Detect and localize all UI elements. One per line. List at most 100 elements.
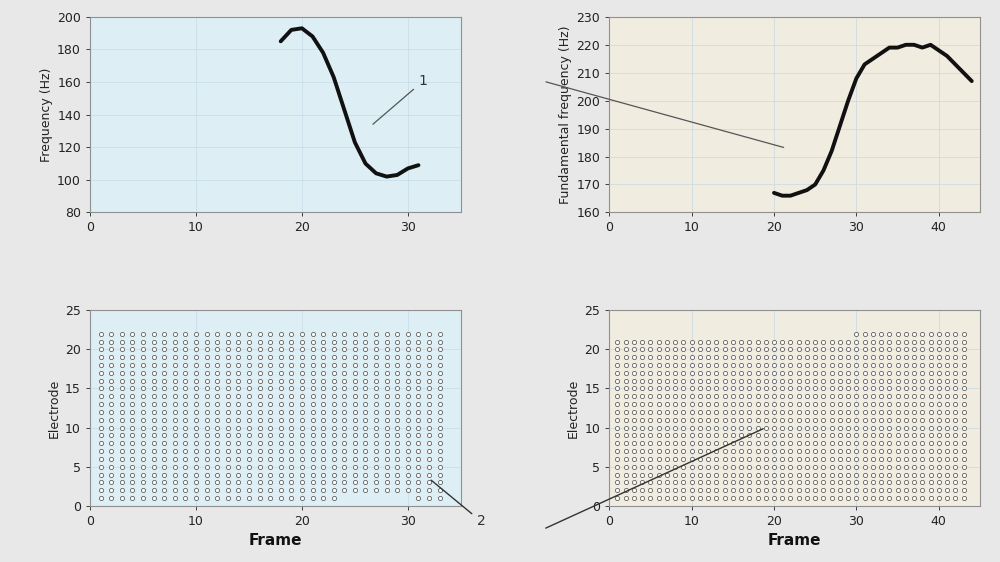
Point	[956, 493, 972, 502]
Point	[906, 353, 922, 362]
Point	[782, 337, 798, 346]
Point	[252, 470, 268, 479]
Point	[220, 447, 236, 456]
Point	[114, 423, 130, 432]
Point	[881, 368, 897, 377]
Point	[421, 462, 437, 471]
Point	[618, 353, 634, 362]
Point	[283, 439, 299, 448]
Point	[146, 353, 162, 362]
Point	[379, 392, 395, 401]
Point	[733, 462, 749, 471]
Point	[241, 470, 257, 479]
Point	[220, 478, 236, 487]
Point	[906, 431, 922, 440]
Point	[684, 400, 700, 409]
Point	[692, 478, 708, 487]
Point	[241, 376, 257, 385]
Point	[865, 415, 881, 424]
Point	[368, 431, 384, 440]
Point	[642, 447, 658, 456]
Point	[890, 486, 906, 495]
Point	[336, 470, 352, 479]
Point	[336, 400, 352, 409]
Point	[146, 439, 162, 448]
Point	[675, 384, 691, 393]
Point	[815, 384, 831, 393]
Point	[782, 470, 798, 479]
Point	[241, 439, 257, 448]
Point	[832, 353, 848, 362]
Point	[389, 345, 405, 354]
Point	[177, 486, 193, 495]
Point	[103, 486, 119, 495]
Point	[93, 447, 109, 456]
Point	[626, 454, 642, 463]
Point	[230, 462, 246, 471]
Point	[791, 486, 807, 495]
Point	[230, 384, 246, 393]
Point	[931, 423, 947, 432]
Point	[283, 329, 299, 338]
Point	[857, 415, 873, 424]
Point	[199, 337, 215, 346]
Point	[209, 470, 225, 479]
Point	[791, 400, 807, 409]
Point	[273, 384, 289, 393]
Point	[857, 493, 873, 502]
Point	[379, 376, 395, 385]
Point	[294, 454, 310, 463]
Point	[347, 345, 363, 354]
Point	[135, 462, 151, 471]
Point	[774, 415, 790, 424]
Point	[667, 493, 683, 502]
Point	[700, 337, 716, 346]
Point	[931, 353, 947, 362]
Point	[241, 392, 257, 401]
Point	[103, 384, 119, 393]
Point	[315, 493, 331, 502]
Point	[241, 368, 257, 377]
Point	[857, 454, 873, 463]
Point	[931, 439, 947, 448]
Point	[873, 470, 889, 479]
Point	[114, 376, 130, 385]
Point	[708, 462, 724, 471]
Point	[898, 392, 914, 401]
Point	[199, 439, 215, 448]
Point	[675, 423, 691, 432]
Point	[725, 368, 741, 377]
Point	[898, 400, 914, 409]
Point	[315, 470, 331, 479]
Point	[283, 478, 299, 487]
Point	[609, 400, 625, 409]
Point	[758, 407, 774, 416]
Point	[651, 470, 667, 479]
Point	[93, 360, 109, 369]
Point	[199, 384, 215, 393]
Point	[906, 478, 922, 487]
Point	[766, 368, 782, 377]
Point	[124, 384, 140, 393]
Point	[733, 431, 749, 440]
Point	[618, 423, 634, 432]
Point	[791, 439, 807, 448]
Point	[273, 337, 289, 346]
Point	[857, 329, 873, 338]
Point	[840, 447, 856, 456]
Point	[815, 470, 831, 479]
Point	[799, 493, 815, 502]
Point	[865, 360, 881, 369]
Point	[881, 462, 897, 471]
Point	[294, 415, 310, 424]
Point	[758, 384, 774, 393]
Point	[750, 407, 766, 416]
Point	[865, 345, 881, 354]
Point	[865, 478, 881, 487]
Point	[199, 407, 215, 416]
Point	[857, 353, 873, 362]
Point	[684, 345, 700, 354]
Point	[733, 400, 749, 409]
Point	[114, 454, 130, 463]
Point	[717, 345, 733, 354]
